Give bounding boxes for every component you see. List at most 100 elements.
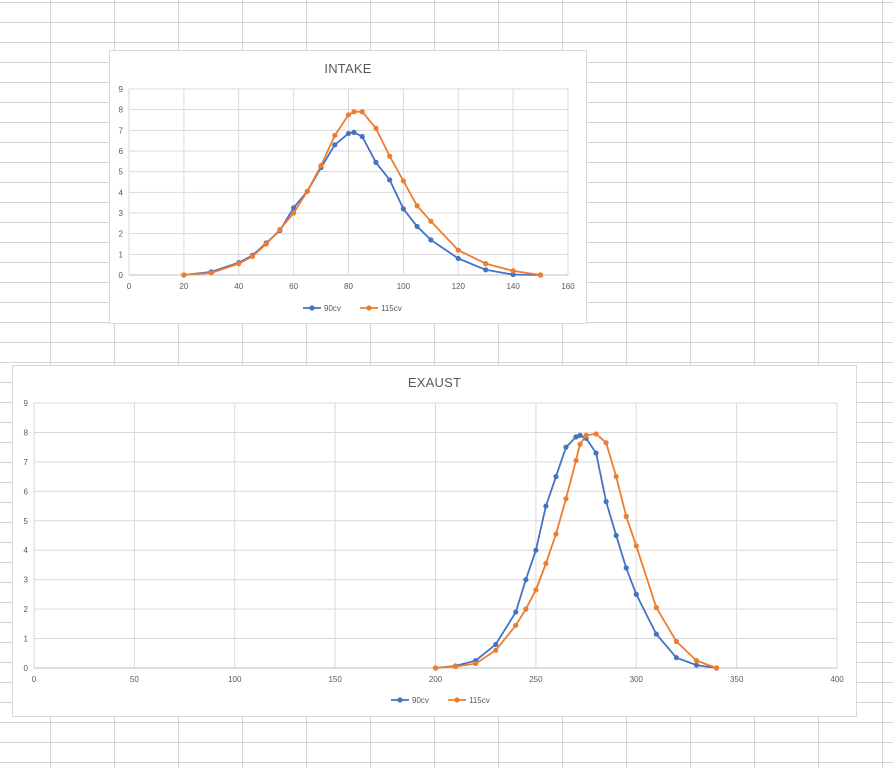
data-point-115cv[interactable] — [513, 622, 519, 628]
x-tick-label: 400 — [830, 675, 844, 684]
intake-chart[interactable]: INTAKE 0 1 2 3 4 5 6 7 8 9 0 20 40 60 80 100 120 140 160 90… — [109, 50, 587, 324]
data-point-90cv[interactable] — [359, 133, 365, 140]
data-point-115cv[interactable] — [593, 431, 599, 437]
data-point-90cv[interactable] — [345, 130, 352, 137]
data-point-115cv[interactable] — [208, 270, 214, 276]
data-point-115cv[interactable] — [563, 496, 569, 502]
data-point-90cv[interactable] — [573, 434, 579, 440]
data-point-115cv[interactable] — [263, 241, 269, 247]
data-point-115cv[interactable] — [573, 457, 579, 464]
data-point-90cv[interactable] — [653, 631, 659, 637]
data-point-115cv[interactable] — [387, 153, 393, 159]
data-point-115cv[interactable] — [277, 226, 283, 233]
data-point-115cv[interactable] — [432, 665, 439, 671]
legend-item-90cv[interactable]: 90cv — [391, 696, 429, 705]
data-point-90cv[interactable] — [613, 532, 619, 539]
data-point-115cv[interactable] — [673, 638, 680, 645]
legend-label: 115cv — [381, 304, 402, 313]
data-point-90cv[interactable] — [400, 206, 406, 212]
data-point-115cv[interactable] — [455, 247, 461, 253]
data-point-115cv[interactable] — [400, 178, 406, 184]
data-point-115cv[interactable] — [249, 253, 256, 259]
x-tick-label: 50 — [130, 675, 139, 684]
data-point-90cv[interactable] — [577, 432, 583, 438]
legend-marker — [454, 697, 460, 703]
data-point-90cv[interactable] — [414, 223, 420, 230]
data-point-115cv[interactable] — [351, 109, 357, 115]
data-point-115cv[interactable] — [181, 272, 187, 278]
data-point-115cv[interactable] — [603, 440, 609, 446]
data-point-115cv[interactable] — [428, 218, 434, 224]
data-point-115cv[interactable] — [332, 132, 338, 139]
data-point-90cv[interactable] — [428, 237, 434, 243]
data-point-115cv[interactable] — [577, 441, 583, 447]
x-tick-label: 80 — [344, 282, 353, 291]
data-point-90cv[interactable] — [563, 444, 569, 450]
data-point-115cv[interactable] — [623, 513, 629, 519]
x-tick-label: 350 — [730, 675, 744, 684]
data-point-90cv[interactable] — [291, 205, 297, 211]
data-point-115cv[interactable] — [452, 663, 459, 670]
data-point-115cv[interactable] — [236, 261, 242, 267]
data-point-90cv[interactable] — [493, 641, 499, 648]
series-line-90cv[interactable] — [435, 434, 717, 669]
data-point-115cv[interactable] — [713, 665, 720, 671]
data-point-115cv[interactable] — [523, 606, 529, 612]
data-point-115cv[interactable] — [553, 531, 559, 537]
data-point-115cv[interactable] — [613, 474, 619, 480]
data-point-90cv[interactable] — [593, 450, 599, 456]
series-line-90cv[interactable] — [183, 131, 541, 276]
data-point-115cv[interactable] — [633, 543, 639, 549]
legend-label: 115cv — [469, 696, 490, 705]
data-point-115cv[interactable] — [373, 125, 379, 131]
data-point-115cv[interactable] — [473, 660, 479, 667]
data-point-115cv[interactable] — [318, 162, 324, 169]
data-point-90cv[interactable] — [483, 267, 489, 273]
data-point-90cv[interactable] — [633, 591, 639, 597]
data-point-90cv[interactable] — [693, 662, 700, 668]
data-point-115cv[interactable] — [304, 188, 310, 194]
x-tick-label: 0 — [127, 282, 132, 291]
data-point-115cv[interactable] — [291, 210, 297, 216]
data-point-90cv[interactable] — [623, 565, 629, 571]
y-tick-label: 1 — [24, 635, 29, 644]
data-point-90cv[interactable] — [332, 142, 338, 148]
data-point-90cv[interactable] — [455, 255, 461, 262]
series-line-115cv[interactable] — [435, 433, 717, 669]
data-point-115cv[interactable] — [537, 272, 544, 278]
data-point-90cv[interactable] — [387, 177, 393, 183]
data-point-90cv[interactable] — [673, 655, 680, 661]
exhaust-chart[interactable]: EXAUST 0 1 2 3 4 5 6 7 8 9 0 50 100 150 200 250 300 350 40… — [12, 365, 857, 717]
data-point-90cv[interactable] — [603, 499, 609, 505]
data-point-115cv[interactable] — [345, 112, 352, 118]
data-point-90cv[interactable] — [373, 159, 379, 165]
legend-item-90cv[interactable]: 90cv — [303, 304, 341, 313]
y-tick-label: 9 — [119, 85, 124, 94]
data-point-90cv[interactable] — [510, 271, 516, 278]
data-point-115cv[interactable] — [493, 647, 499, 653]
data-point-115cv[interactable] — [543, 560, 549, 567]
data-point-115cv[interactable] — [693, 658, 700, 664]
data-point-90cv[interactable] — [523, 577, 529, 583]
legend-item-115cv[interactable]: 115cv — [448, 696, 490, 705]
data-point-90cv[interactable] — [553, 474, 559, 480]
data-point-115cv[interactable] — [483, 261, 489, 267]
y-tick-label: 1 — [119, 250, 124, 259]
data-point-90cv[interactable] — [351, 129, 357, 135]
data-point-90cv[interactable] — [513, 609, 519, 615]
y-tick-label: 4 — [24, 546, 29, 555]
data-point-115cv[interactable] — [510, 268, 516, 274]
legend-item-115cv[interactable]: 115cv — [360, 304, 402, 313]
data-point-115cv[interactable] — [533, 587, 539, 593]
exhaust-plot: 0 1 2 3 4 5 6 7 8 9 0 50 100 150 200 250 300 350 400 90cv 11… — [24, 399, 845, 705]
legend-label: 90cv — [324, 304, 341, 313]
data-point-115cv[interactable] — [583, 432, 589, 438]
data-point-90cv[interactable] — [533, 547, 539, 553]
x-tick-label: 20 — [179, 282, 188, 291]
data-point-115cv[interactable] — [414, 203, 420, 209]
series-line-115cv[interactable] — [183, 110, 541, 276]
data-point-115cv[interactable] — [359, 109, 365, 115]
data-point-90cv[interactable] — [543, 503, 549, 509]
y-tick-label: 3 — [24, 576, 29, 585]
data-point-115cv[interactable] — [653, 605, 659, 611]
